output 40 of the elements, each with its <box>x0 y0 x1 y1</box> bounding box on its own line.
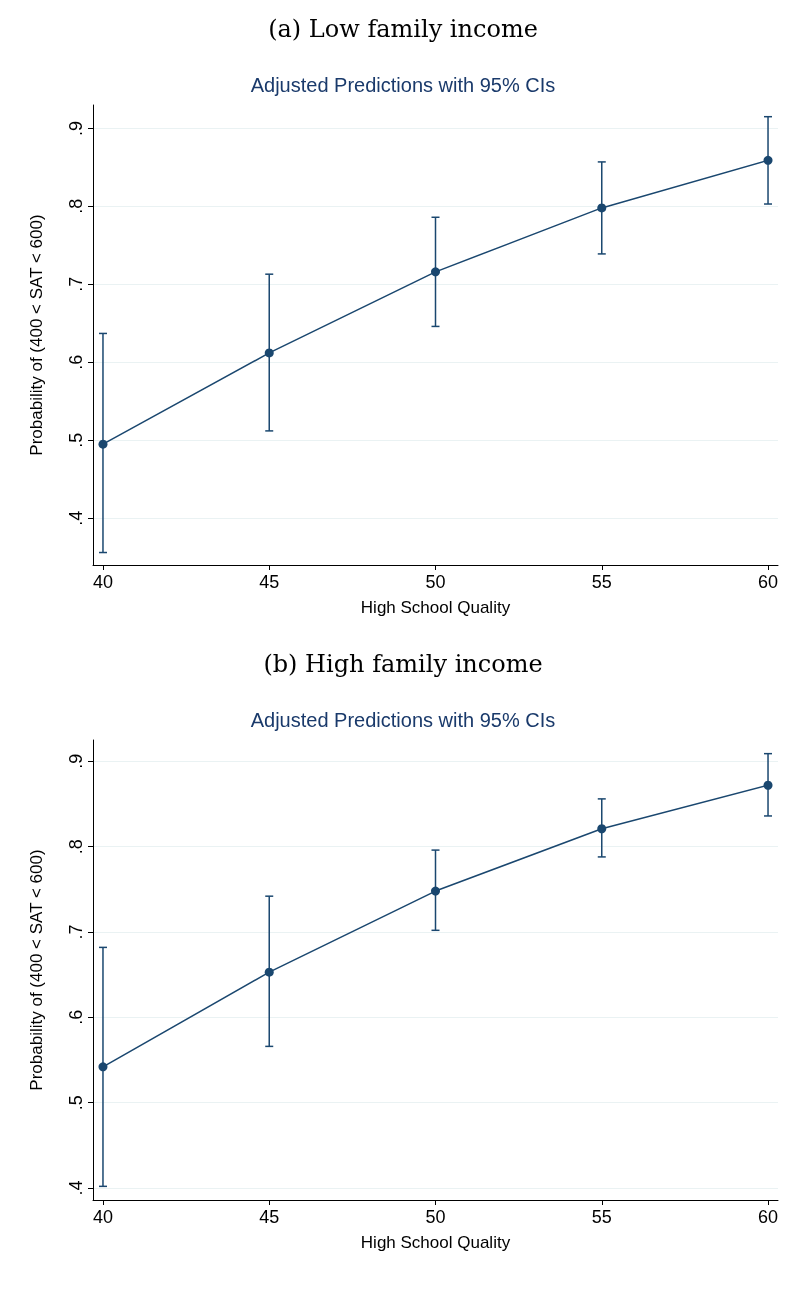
chart-subtitle: Adjusted Predictions with 95% CIs <box>250 74 556 96</box>
x-tick-label: 45 <box>259 1207 280 1227</box>
y-tick-label: .9 <box>66 753 86 769</box>
y-tick-label: .5 <box>66 432 86 448</box>
x-tick-label: 55 <box>591 1207 612 1227</box>
y-tick-label: .5 <box>66 1095 86 1111</box>
y-tick-label: .7 <box>66 276 86 292</box>
x-tick-label: 60 <box>758 572 779 592</box>
chart-title: (b) High family income <box>263 650 543 678</box>
x-axis-title: High School Quality <box>360 1233 511 1252</box>
chart-subtitle: Adjusted Predictions with 95% CIs <box>250 709 556 731</box>
chart-title: (a) Low family income <box>268 15 538 43</box>
point <box>264 348 274 358</box>
x-tick-label: 40 <box>92 1207 113 1227</box>
y-tick-label: .8 <box>66 839 86 855</box>
point <box>763 155 773 165</box>
x-tick-label: 60 <box>758 1207 779 1227</box>
y-tick-label: .4 <box>66 1180 86 1196</box>
x-tick-label: 55 <box>591 572 612 592</box>
x-tick-label: 50 <box>425 1207 446 1227</box>
y-axis-title: Probability of (400 < SAT < 600) <box>27 849 46 1091</box>
y-tick-label: .6 <box>66 1009 86 1025</box>
y-tick-label: .7 <box>66 924 86 940</box>
x-tick-label: 40 <box>92 572 113 592</box>
point <box>597 824 607 834</box>
point <box>264 967 274 977</box>
x-tick-label: 45 <box>259 572 280 592</box>
x-tick-label: 50 <box>425 572 446 592</box>
y-axis-title: Probability of (400 < SAT < 600) <box>27 214 46 456</box>
point <box>763 780 773 790</box>
x-axis-title: High School Quality <box>360 598 511 617</box>
point <box>98 439 108 449</box>
y-tick-label: .4 <box>66 510 86 526</box>
point <box>431 267 440 277</box>
y-tick-label: .9 <box>66 120 86 136</box>
point <box>431 886 440 896</box>
y-tick-label: .8 <box>66 198 86 214</box>
point <box>597 203 607 213</box>
y-tick-label: .6 <box>66 354 86 370</box>
point <box>98 1062 108 1072</box>
